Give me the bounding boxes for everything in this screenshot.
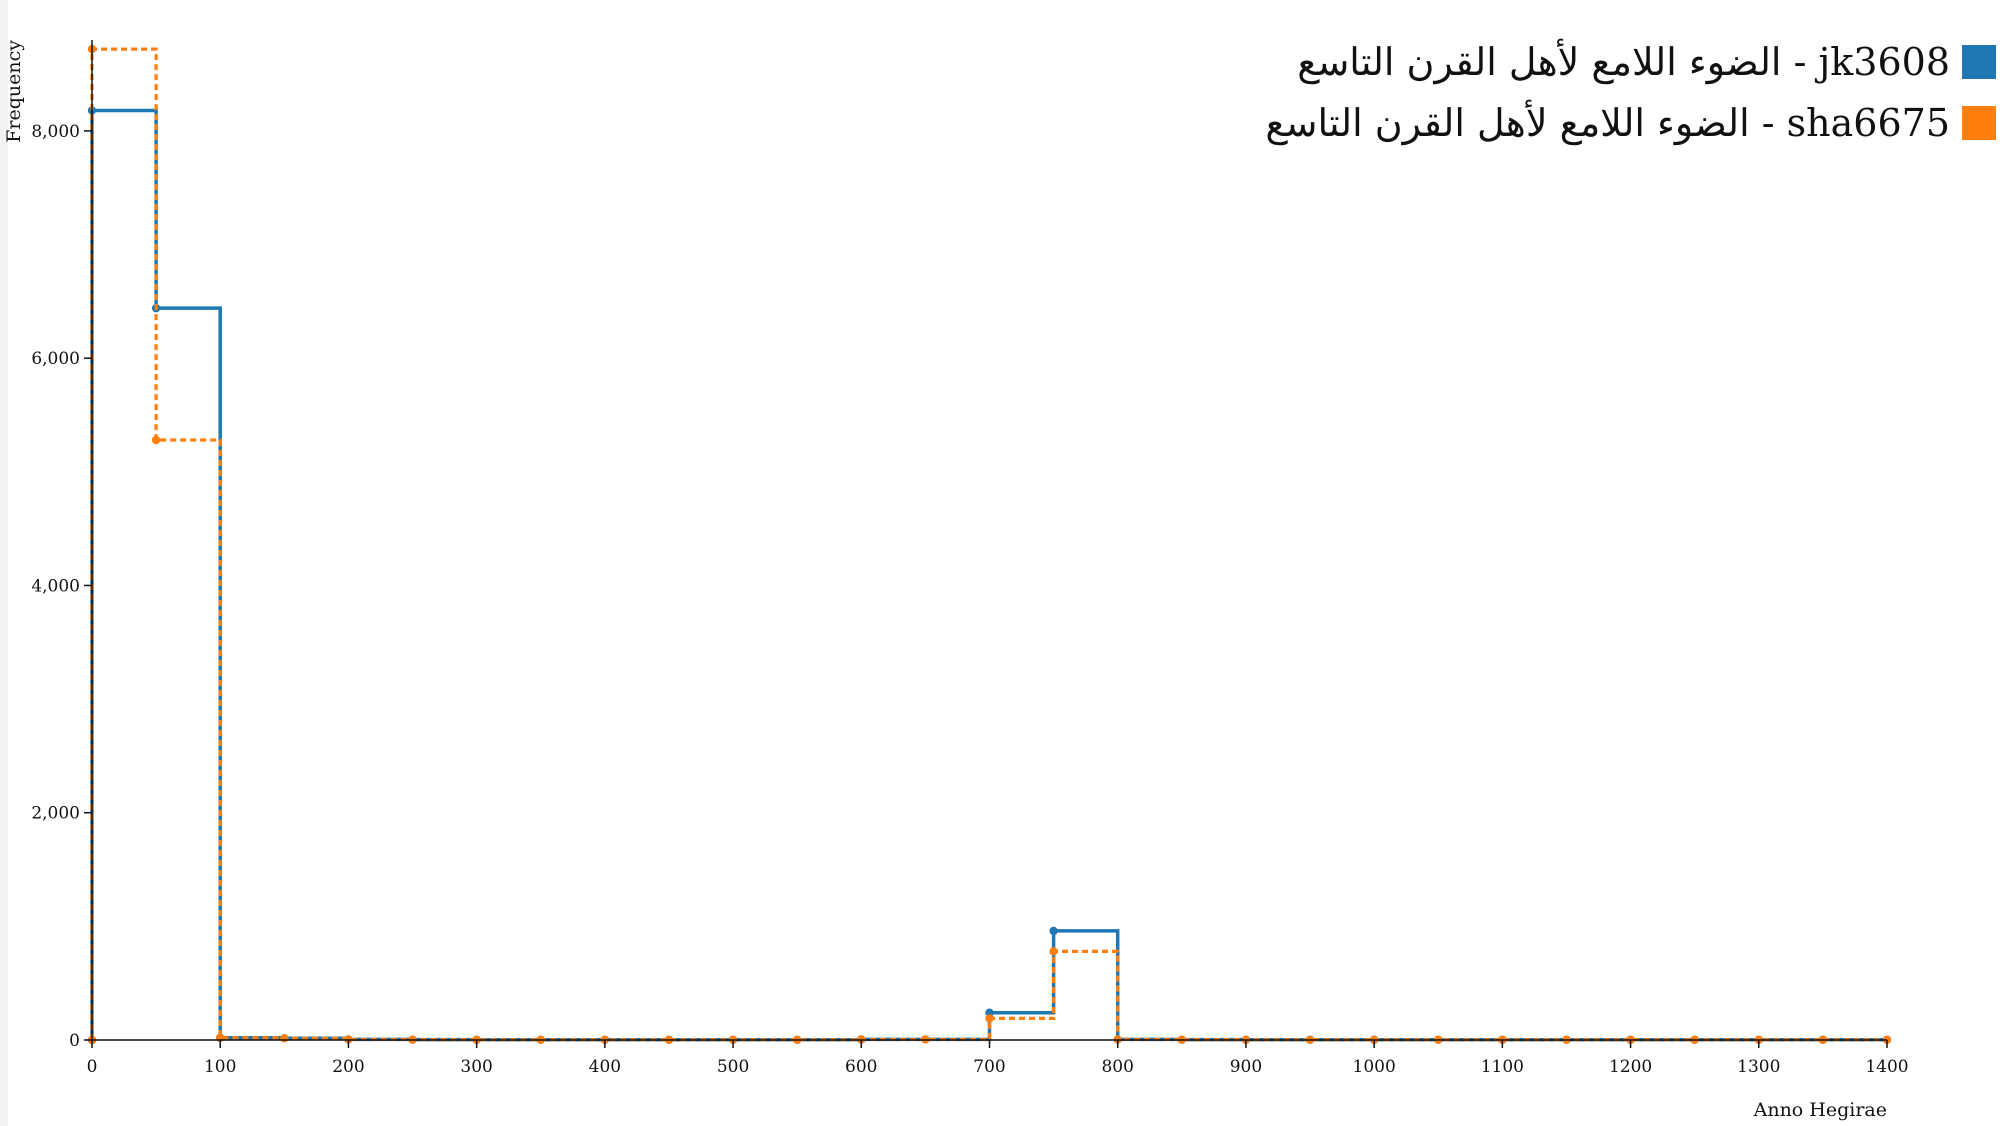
series-line-1 [90, 108, 1887, 1042]
y-tick-label: 4,000 [31, 576, 80, 596]
legend-label-2: الضوء اللامع لأهل القرن التاسع - sha6675 [1265, 99, 1950, 146]
x-tick-label: 400 [589, 1057, 621, 1077]
y-tick-label: 6,000 [31, 349, 80, 369]
x-tick-label: 700 [973, 1057, 1005, 1077]
x-tick-label: 100 [204, 1057, 236, 1077]
x-tick-label: 600 [845, 1057, 877, 1077]
x-tick-label: 1300 [1737, 1057, 1780, 1077]
x-tick-label: 0 [87, 1057, 98, 1077]
x-tick-label: 300 [460, 1057, 492, 1077]
x-tick-label: 500 [717, 1057, 749, 1077]
data-point [280, 1034, 289, 1043]
x-tick-label: 1000 [1353, 1057, 1396, 1077]
x-axis-title: Anno Hegirae [1753, 1099, 1887, 1121]
y-tick-label: 8,000 [31, 122, 80, 142]
x-tick-label: 800 [1101, 1057, 1133, 1077]
data-point [1049, 947, 1058, 956]
x-tick-label: 900 [1230, 1057, 1262, 1077]
legend-label-1: الضوء اللامع لأهل القرن التاسع - jk3608 [1297, 38, 1950, 85]
y-tick-label: 2,000 [31, 804, 80, 824]
data-point [985, 1014, 994, 1023]
x-tick-label: 1400 [1865, 1057, 1908, 1077]
page-edge [0, 0, 8, 1126]
data-point [1049, 926, 1058, 936]
x-tick-label: 1200 [1609, 1057, 1652, 1077]
y-axis-title: Frequency [3, 40, 25, 143]
y-tick-label: 0 [69, 1031, 80, 1051]
x-tick-label: 200 [332, 1057, 364, 1077]
series-line-2 [90, 47, 1887, 1042]
data-point [151, 435, 161, 445]
legend-swatch-2 [1962, 106, 1996, 140]
legend-swatch-1 [1962, 45, 1996, 79]
x-tick-label: 1100 [1481, 1057, 1524, 1077]
